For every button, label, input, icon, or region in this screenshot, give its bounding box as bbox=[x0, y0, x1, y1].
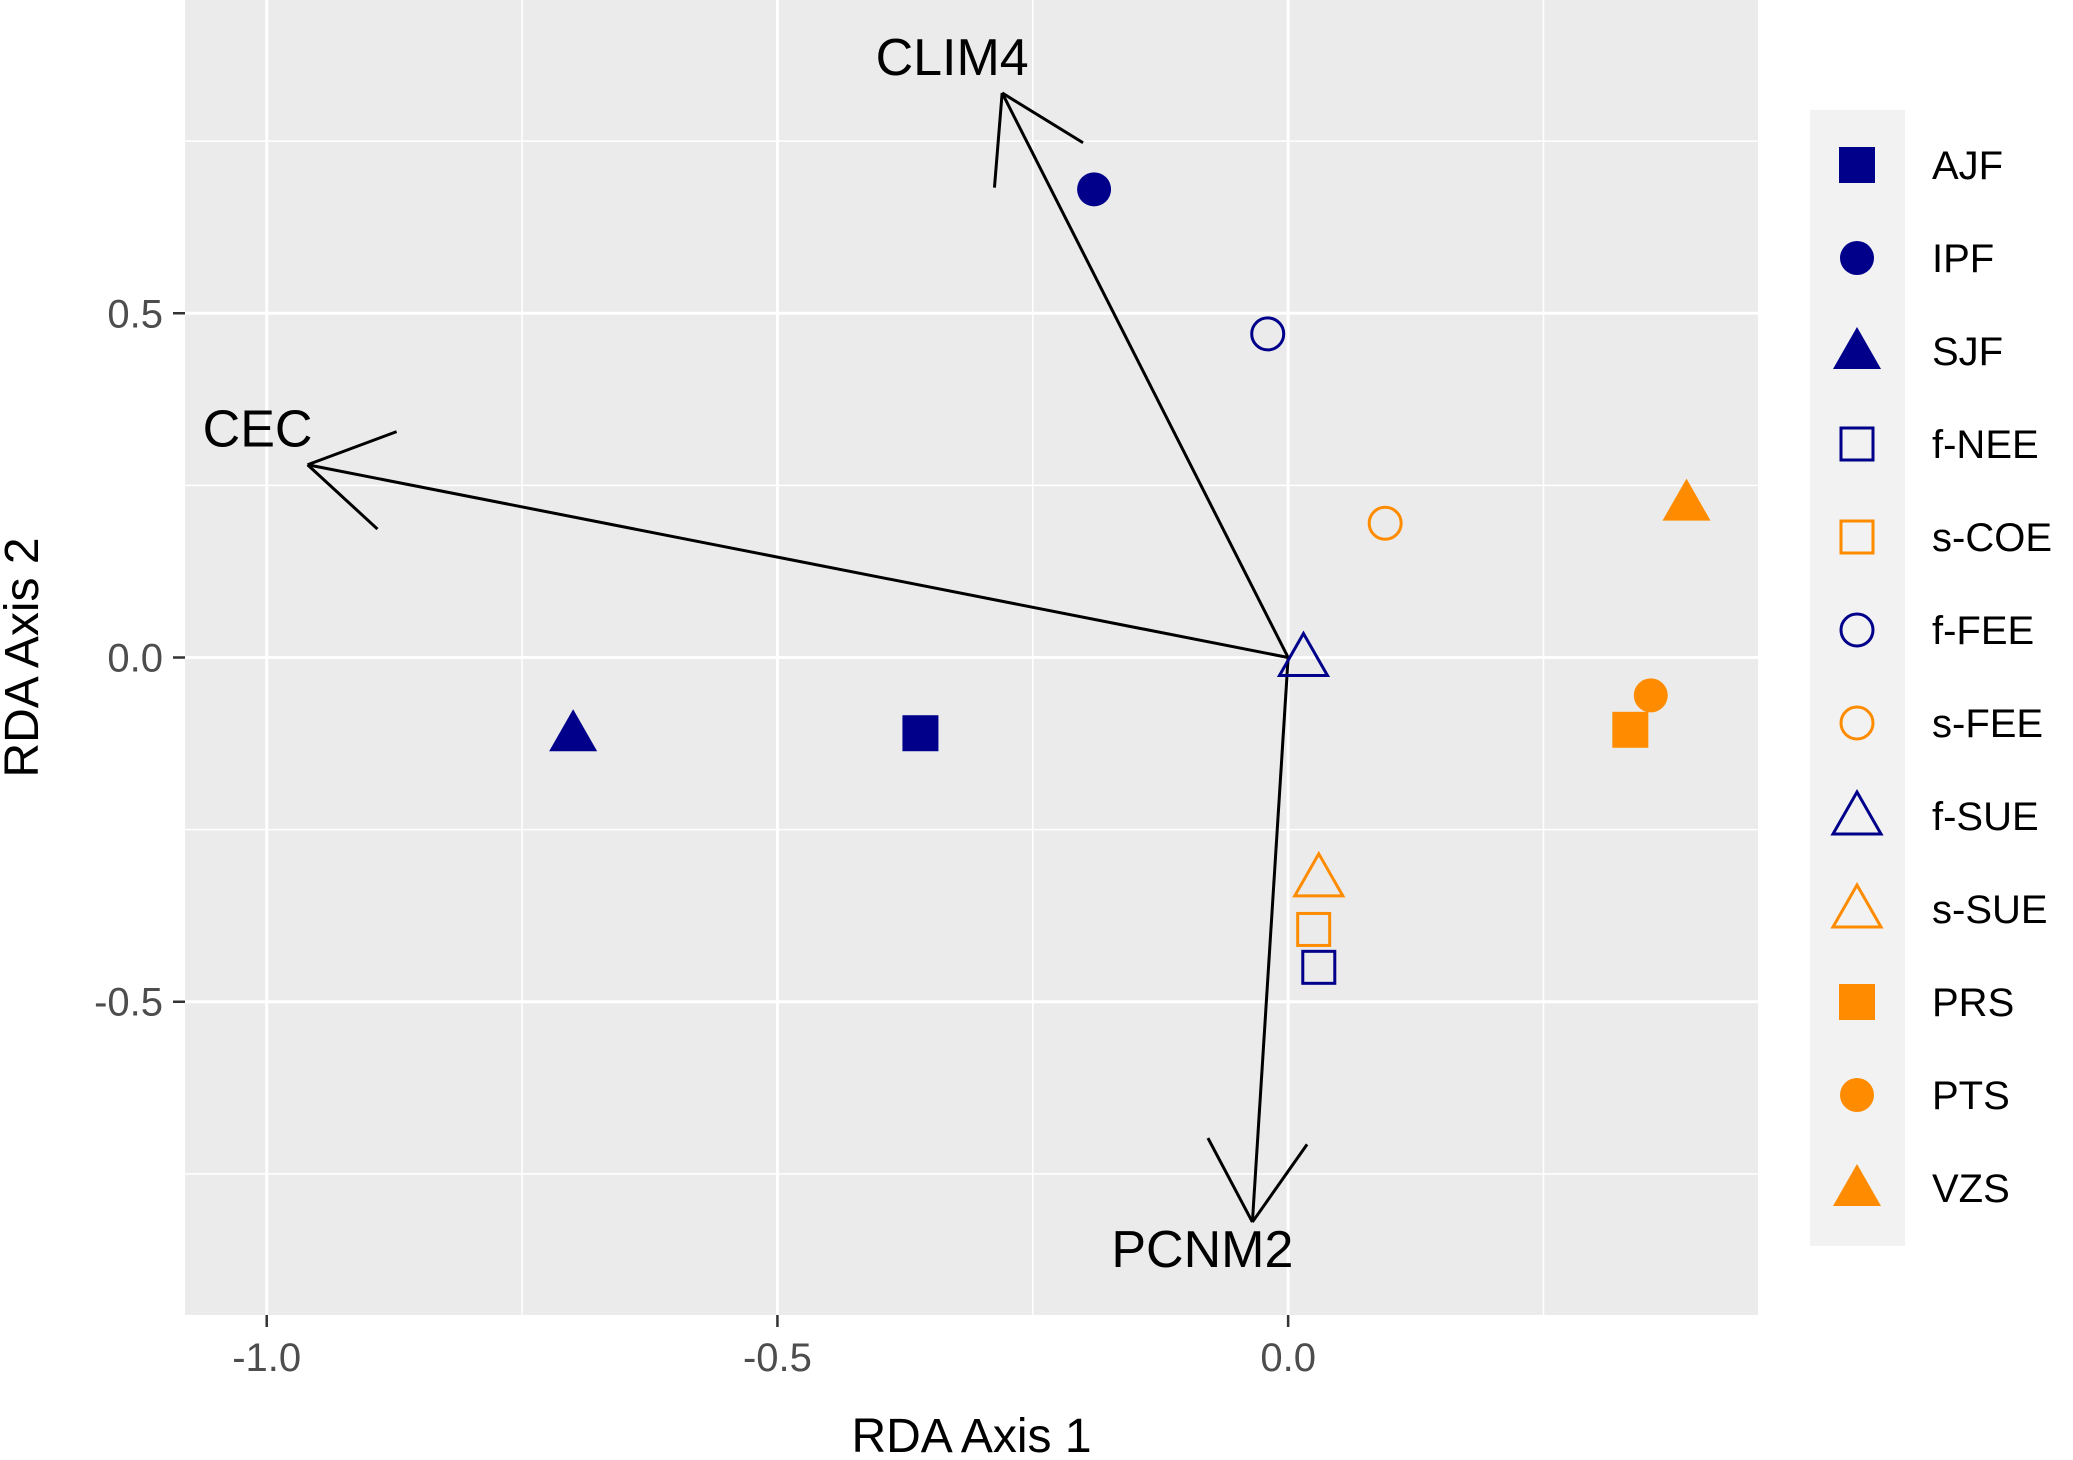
x-tick-label: 0.0 bbox=[1260, 1336, 1316, 1380]
y-axis-title: RDA Axis 2 bbox=[0, 537, 49, 777]
arrow-head bbox=[307, 430, 398, 467]
legend-key-s-fee bbox=[1839, 705, 1875, 741]
x-tick-label: -1.0 bbox=[232, 1336, 301, 1380]
legend-label-s-sue: s-SUE bbox=[1932, 888, 2048, 932]
legend-label-f-fee: f-FEE bbox=[1932, 609, 2034, 653]
legend-label-prs: PRS bbox=[1932, 981, 2014, 1025]
legend-key-sjf bbox=[1833, 327, 1881, 369]
legend-key-vzs bbox=[1833, 1164, 1881, 1206]
y-tick-label: 0.5 bbox=[107, 292, 163, 336]
legend-background bbox=[1810, 110, 1905, 1246]
legend-key-pts bbox=[1840, 1078, 1874, 1112]
point-prs bbox=[1612, 711, 1649, 748]
legend-key-prs bbox=[1839, 984, 1875, 1020]
point-ipf bbox=[1077, 172, 1112, 207]
legend-key-f-sue bbox=[1830, 788, 1884, 836]
biplot-arrows: CLIM4 CEC PCNM2 bbox=[203, 29, 1309, 1279]
arrow-shaft bbox=[1250, 657, 1290, 1223]
x-tick-label: -0.5 bbox=[743, 1336, 812, 1380]
legend-label-f-nee: f-NEE bbox=[1932, 423, 2039, 467]
point-f-sue bbox=[1276, 630, 1331, 677]
y-tick-label: 0.0 bbox=[107, 637, 163, 681]
point-f-nee bbox=[1301, 949, 1337, 985]
legend-label-s-fee: s-FEE bbox=[1932, 702, 2043, 746]
arrow-label-cec: CEC bbox=[203, 401, 313, 459]
arrow-head bbox=[992, 92, 1004, 188]
point-s-coe bbox=[1296, 911, 1332, 947]
legend-key-f-nee bbox=[1839, 426, 1875, 462]
legend-label-s-coe: s-COE bbox=[1932, 516, 2052, 560]
arrow-label-clim4: CLIM4 bbox=[876, 29, 1029, 87]
legend-key-s-coe bbox=[1839, 519, 1875, 555]
legend-label-sjf: SJF bbox=[1932, 330, 2003, 374]
arrow-head bbox=[306, 463, 379, 531]
x-axis-title: RDA Axis 1 bbox=[851, 1410, 1091, 1460]
legend-key-f-fee bbox=[1839, 612, 1875, 648]
y-tick-label: -0.5 bbox=[94, 981, 163, 1025]
legend-key-s-sue bbox=[1830, 881, 1884, 929]
point-vzs bbox=[1662, 478, 1711, 521]
legend-key-ipf bbox=[1840, 241, 1874, 275]
point-s-sue bbox=[1292, 850, 1346, 898]
legend-label-pts: PTS bbox=[1932, 1074, 2010, 1118]
point-pts bbox=[1633, 678, 1668, 713]
axis-ticks: -1.0 -0.5 0.0 0.5 0.0 -0.5 bbox=[94, 292, 1316, 1380]
arrow-shaft bbox=[1000, 92, 1290, 659]
arrow-head bbox=[1251, 1143, 1309, 1223]
point-sjf bbox=[549, 709, 598, 752]
point-ajf bbox=[902, 715, 939, 752]
arrow-head bbox=[1001, 91, 1084, 145]
scatter-points bbox=[549, 172, 1711, 985]
arrow-head bbox=[1206, 1137, 1254, 1223]
legend-key-ajf bbox=[1839, 147, 1875, 183]
point-f-fee bbox=[1250, 316, 1286, 352]
point-s-fee bbox=[1367, 505, 1403, 541]
arrow-label-pcnm2: PCNM2 bbox=[1111, 1221, 1293, 1279]
legend-label-ajf: AJF bbox=[1932, 144, 2003, 188]
legend-label-f-sue: f-SUE bbox=[1932, 795, 2039, 839]
legend: AJF IPF SJF f-NEE s-COE f-FEE s-FEE f-SUE s-SUE P… bbox=[1810, 110, 2052, 1246]
legend-label-ipf: IPF bbox=[1932, 237, 1994, 281]
legend-label-vzs: VZS bbox=[1932, 1167, 2010, 1211]
arrow-shaft bbox=[307, 463, 1289, 659]
